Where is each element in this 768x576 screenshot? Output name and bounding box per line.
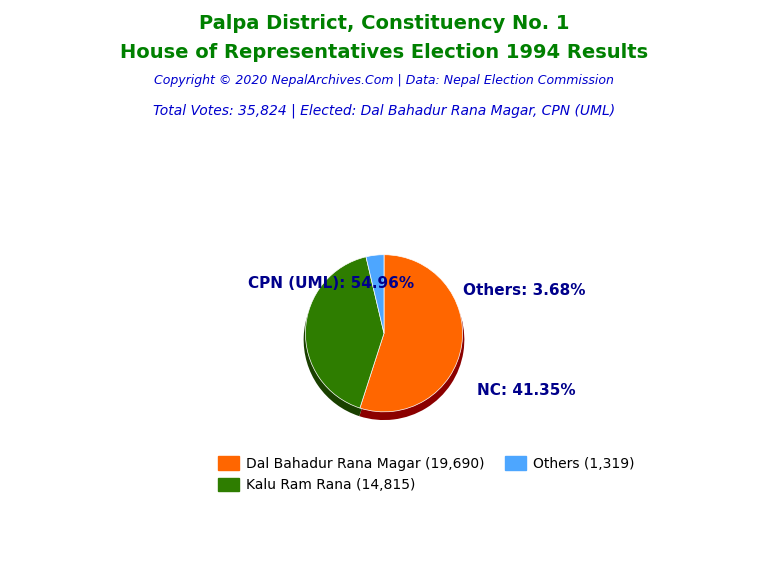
Text: House of Representatives Election 1994 Results: House of Representatives Election 1994 R… [120,43,648,62]
Text: NC: 41.35%: NC: 41.35% [477,383,575,398]
Wedge shape [360,255,462,412]
Text: Copyright © 2020 NepalArchives.Com | Data: Nepal Election Commission: Copyright © 2020 NepalArchives.Com | Dat… [154,74,614,87]
Wedge shape [303,262,384,416]
Wedge shape [359,259,465,420]
Text: CPN (UML): 54.96%: CPN (UML): 54.96% [248,276,415,291]
Wedge shape [306,257,384,408]
Text: Palpa District, Constituency No. 1: Palpa District, Constituency No. 1 [199,14,569,33]
Text: Others: 3.68%: Others: 3.68% [462,283,585,298]
Wedge shape [366,259,384,340]
Text: Total Votes: 35,824 | Elected: Dal Bahadur Rana Magar, CPN (UML): Total Votes: 35,824 | Elected: Dal Bahad… [153,104,615,118]
Wedge shape [366,255,384,334]
Legend: Dal Bahadur Rana Magar (19,690), Kalu Ram Rana (14,815), Others (1,319): Dal Bahadur Rana Magar (19,690), Kalu Ra… [213,451,640,498]
